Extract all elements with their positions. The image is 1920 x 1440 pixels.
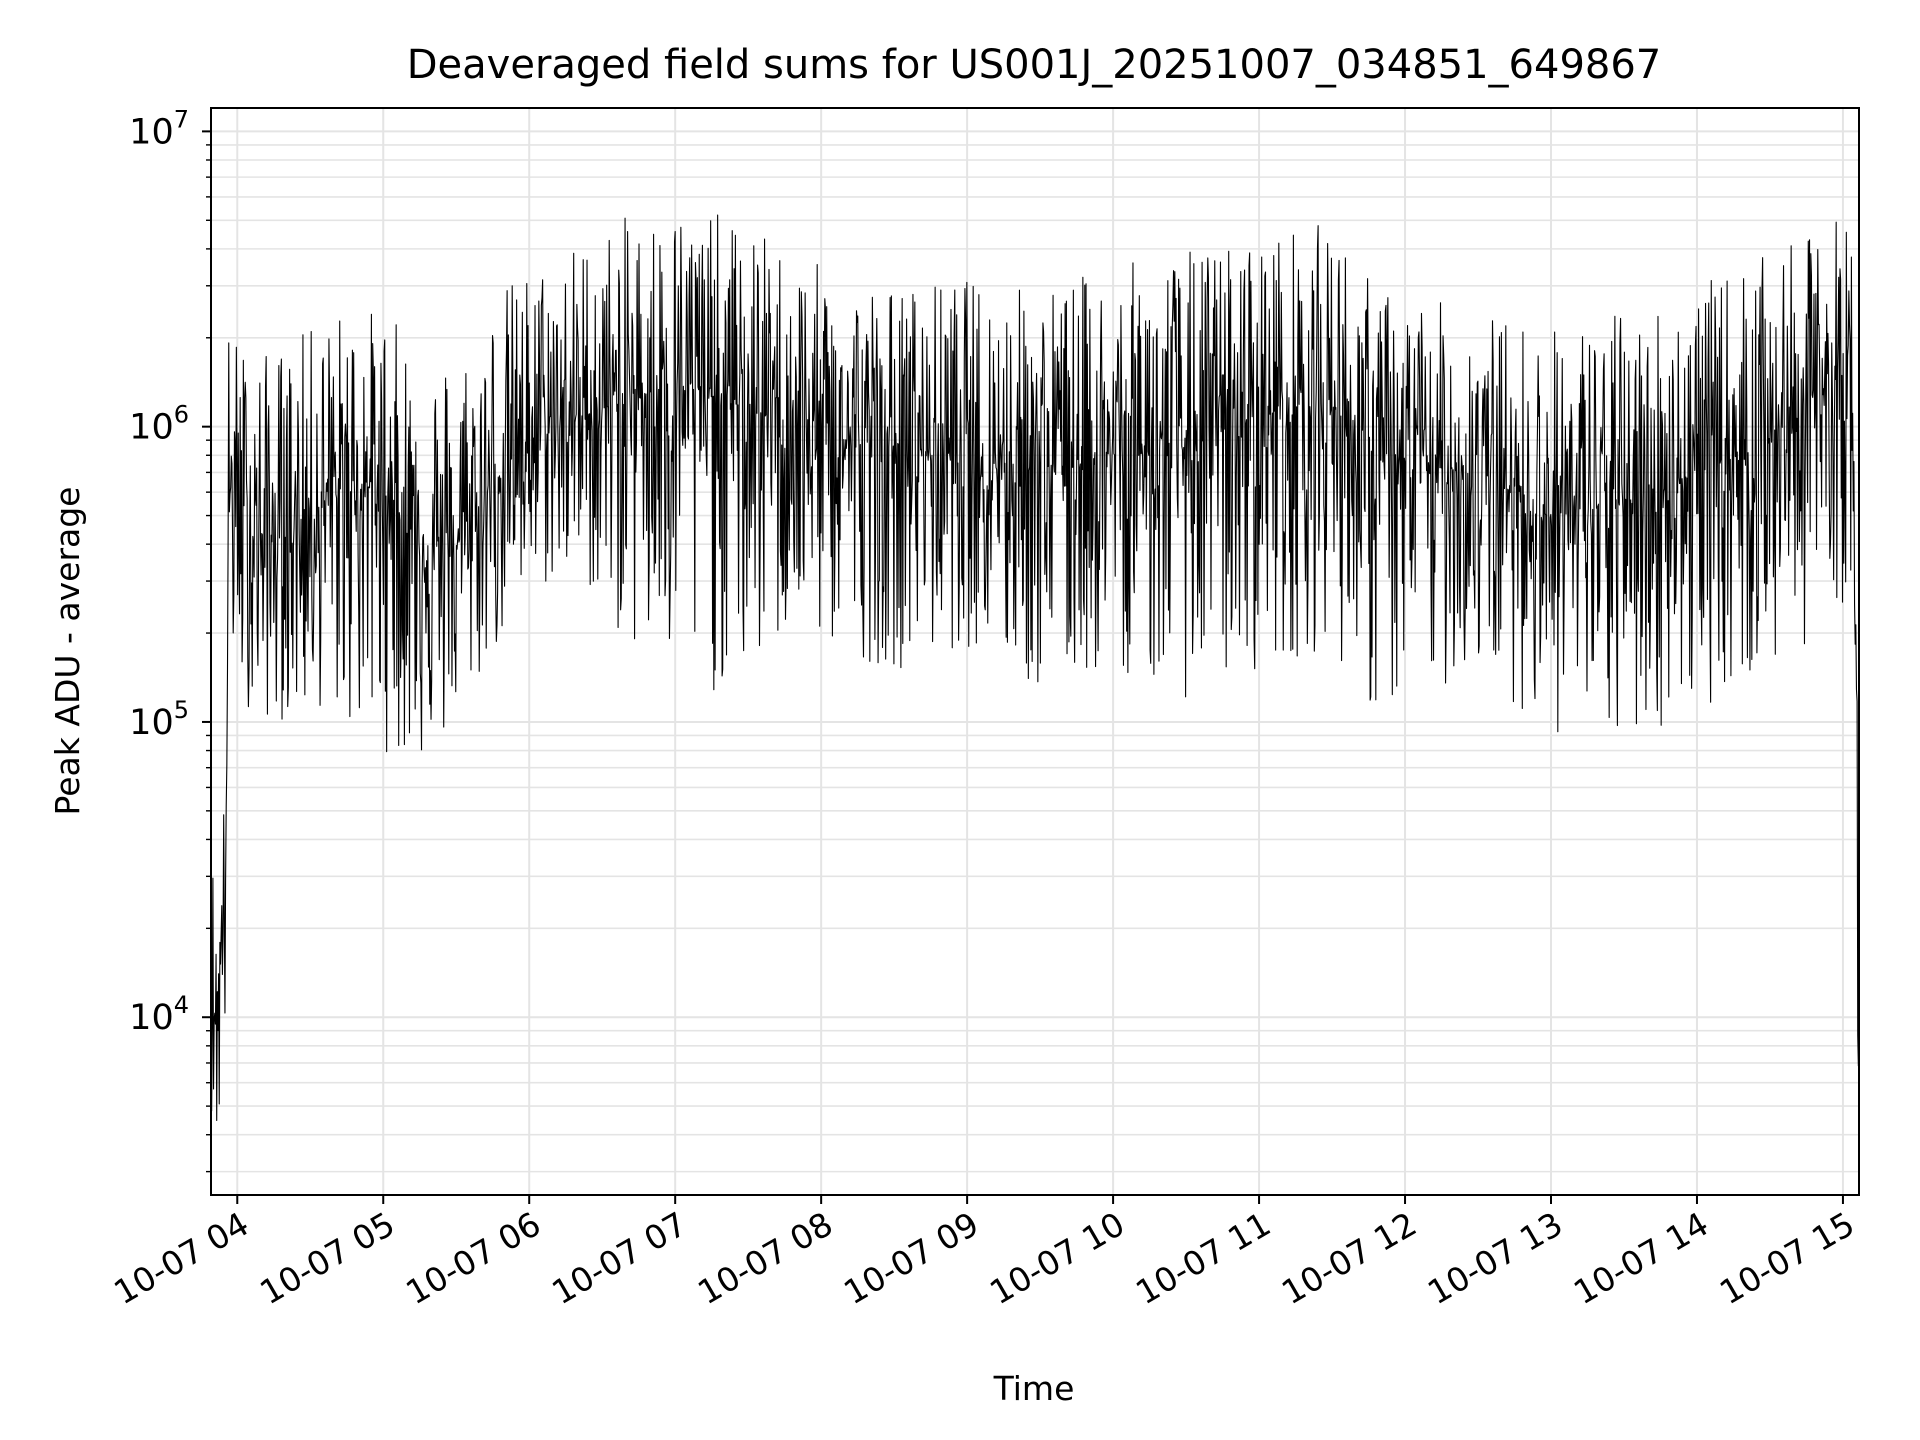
y-tick-label: 107	[129, 105, 189, 152]
series-line	[210, 214, 1860, 1122]
x-axis-label: Time	[993, 1369, 1075, 1408]
y-axis-label: Peak ADU - average	[48, 487, 87, 816]
y-tick-label-exponent: 7	[174, 105, 189, 133]
y-tick-label-exponent: 4	[174, 991, 189, 1019]
y-tick-label: 105	[129, 696, 189, 743]
y-tick-label-base: 10	[129, 998, 174, 1038]
y-tick-label-exponent: 6	[174, 401, 189, 429]
y-tick-label-base: 10	[129, 703, 174, 743]
chart-title: Deaveraged field sums for US001J_2025100…	[407, 42, 1662, 88]
series-group	[210, 214, 1860, 1122]
y-tick-label-exponent: 5	[174, 696, 189, 724]
y-tick-label: 106	[129, 401, 189, 448]
plot-area	[210, 107, 1860, 1196]
y-tick-label-base: 10	[129, 408, 174, 448]
y-tick-label: 104	[129, 991, 189, 1038]
y-tick-label-base: 10	[129, 112, 174, 152]
